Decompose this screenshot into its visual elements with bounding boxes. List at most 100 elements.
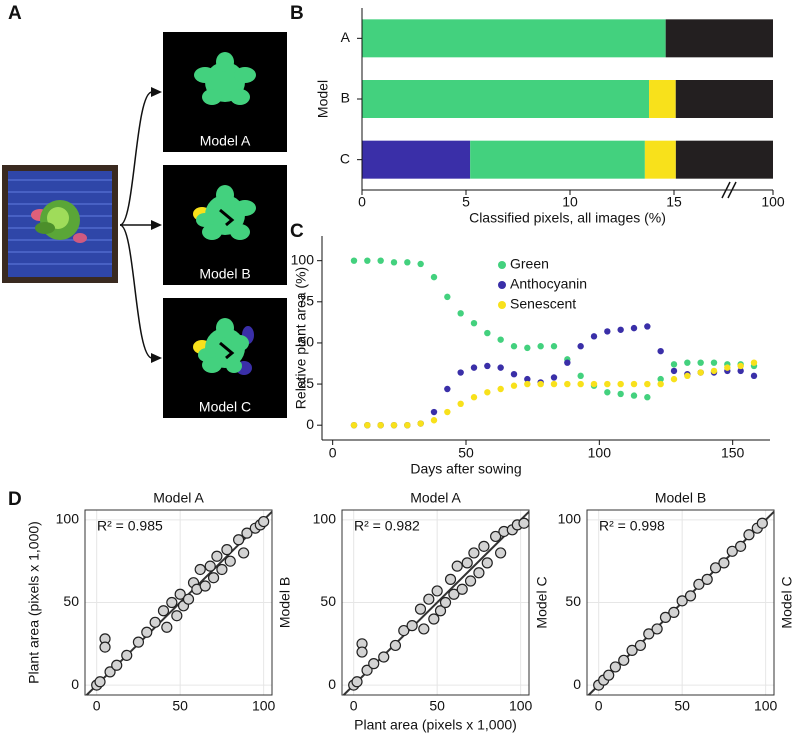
point <box>414 603 427 615</box>
point <box>132 636 145 648</box>
point <box>590 333 598 340</box>
point <box>657 380 664 388</box>
x-tick-label: 0 <box>358 194 366 210</box>
x-tick-label: 0 <box>329 445 337 461</box>
y-tick-label: 25 <box>298 375 314 391</box>
x-tick-label: 50 <box>674 698 690 714</box>
point <box>444 573 457 585</box>
image-caption: Model B <box>199 266 250 282</box>
point <box>389 639 402 652</box>
point <box>668 606 680 619</box>
bar-segment <box>675 80 773 118</box>
panel-label: C <box>290 221 304 242</box>
legend-label: Anthocyanin <box>510 276 587 292</box>
point <box>182 593 195 605</box>
point <box>364 421 371 429</box>
point <box>216 563 228 576</box>
point <box>199 580 211 592</box>
point <box>644 380 651 388</box>
bar-segment <box>649 80 676 118</box>
point <box>697 359 704 366</box>
bar-segment <box>644 140 676 179</box>
point <box>577 343 584 350</box>
point <box>238 547 250 559</box>
point <box>630 380 638 388</box>
point <box>603 669 615 681</box>
point <box>241 527 253 539</box>
point <box>737 367 744 375</box>
point <box>726 545 738 557</box>
point <box>361 664 373 676</box>
point <box>724 364 731 371</box>
point <box>418 623 430 635</box>
point <box>630 324 638 332</box>
y-tick-label: 0 <box>306 416 314 432</box>
point <box>174 588 186 600</box>
model-b-image <box>163 165 287 285</box>
point <box>444 385 451 393</box>
point <box>701 573 713 585</box>
point <box>670 361 678 368</box>
point <box>537 380 544 388</box>
panel-label: D <box>8 489 22 510</box>
point <box>604 389 611 396</box>
point <box>735 540 747 552</box>
x-tick-label: 0 <box>350 698 358 714</box>
point <box>643 628 655 640</box>
point <box>710 359 718 366</box>
y-axis-label: Plant area (pixels x 1,000) <box>26 521 42 684</box>
plot-border <box>341 509 530 696</box>
point <box>524 344 531 352</box>
x-tick-label: 100 <box>588 445 612 461</box>
point <box>428 613 440 625</box>
x-tick-label: 100 <box>252 698 276 714</box>
panel-label: B <box>290 3 304 24</box>
point <box>618 654 630 666</box>
y-tick-label: 100 <box>558 511 582 527</box>
point <box>364 257 371 264</box>
point <box>377 257 384 264</box>
point <box>434 605 447 617</box>
legend-marker <box>498 301 506 309</box>
point <box>644 323 651 330</box>
x-tick-label: 50 <box>429 698 445 714</box>
legend-marker <box>498 281 506 289</box>
point <box>577 372 584 380</box>
point <box>417 420 424 427</box>
point <box>404 421 411 429</box>
y-axis-label: Model <box>315 80 331 118</box>
y-tick-label: 0 <box>71 676 79 692</box>
chart-title: Model A <box>410 490 461 506</box>
point <box>697 369 704 376</box>
point <box>684 359 691 366</box>
point <box>448 588 460 600</box>
point <box>451 560 463 572</box>
point <box>651 623 663 635</box>
x-tick-label: 150 <box>721 445 745 461</box>
point <box>676 595 688 607</box>
point <box>171 610 183 622</box>
x-axis-label: Plant area (pixels x 1,000) <box>354 717 517 733</box>
point <box>497 385 504 393</box>
y-tick-label: C <box>340 150 350 166</box>
point <box>351 676 363 688</box>
point <box>484 389 491 396</box>
plant-photo <box>2 165 118 283</box>
x-tick-label: 0 <box>595 698 603 714</box>
panel-label: A <box>8 3 22 24</box>
point <box>550 380 558 388</box>
y-axis-label: Relative plant area (%) <box>293 267 309 409</box>
strip-label: Model B <box>277 577 293 628</box>
point <box>430 408 438 416</box>
bar-segment <box>362 80 650 118</box>
x-tick-label: 100 <box>754 698 778 714</box>
annotation: R² = 0.982 <box>354 518 420 534</box>
point <box>634 639 647 652</box>
point <box>524 375 531 383</box>
chart-title: Model A <box>153 490 204 506</box>
point <box>423 593 435 605</box>
y-tick-label: 50 <box>63 593 79 609</box>
point <box>224 555 236 567</box>
point <box>609 661 621 673</box>
